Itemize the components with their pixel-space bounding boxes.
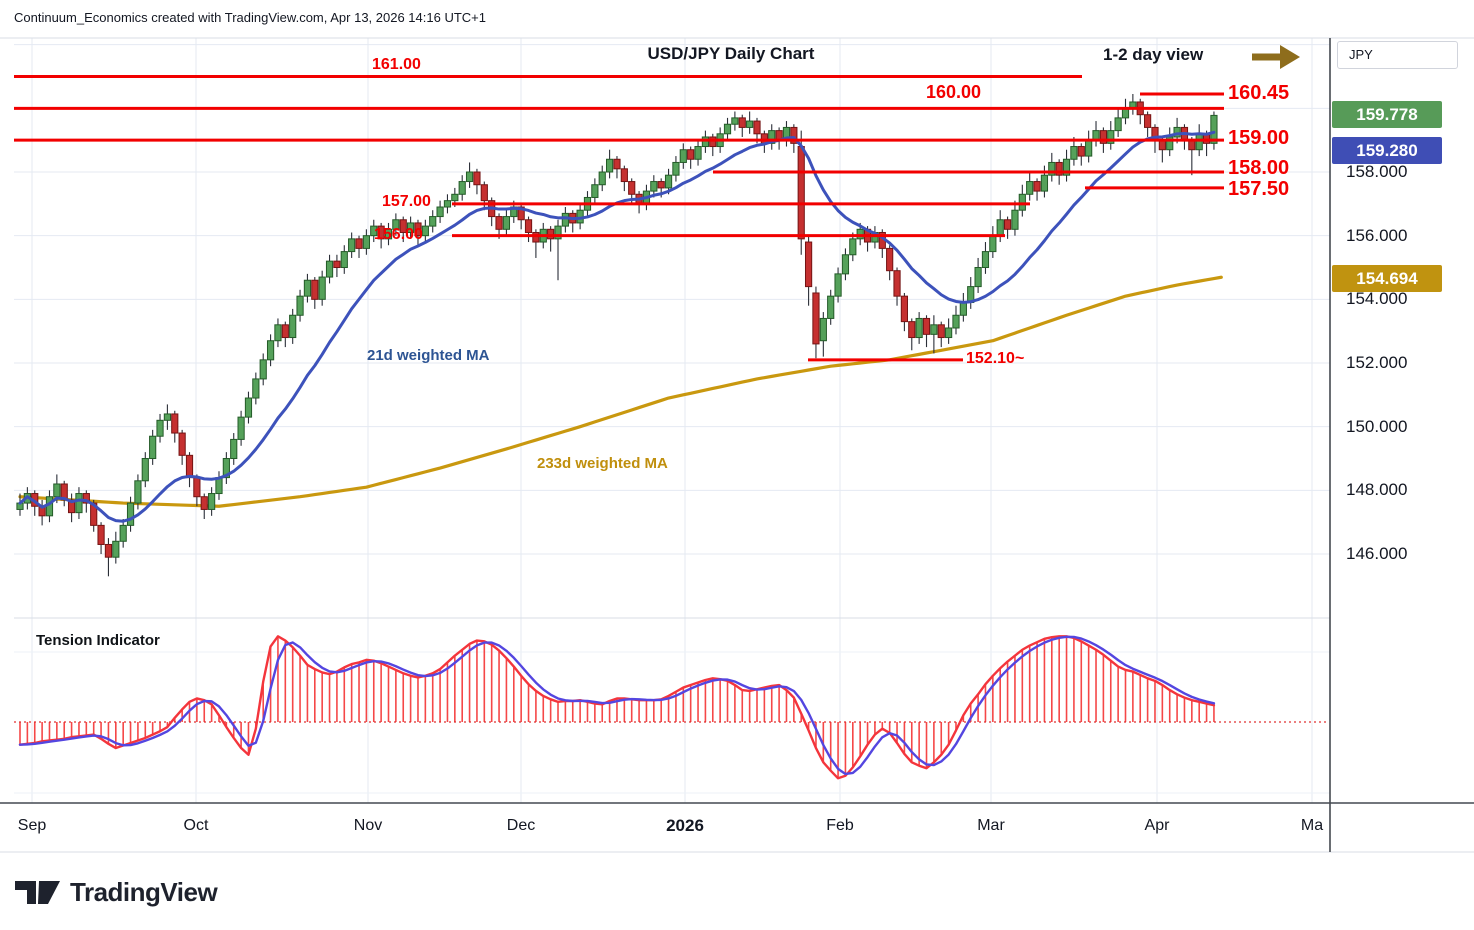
- price-tick-156: 156.000: [1346, 225, 1408, 245]
- ma21-label: 21d weighted MA: [367, 347, 490, 364]
- xaxis-label-sep: Sep: [17, 817, 47, 834]
- ma21-price-badge: 159.280: [1332, 137, 1442, 164]
- tradingview-logo-text: TradingView: [70, 876, 218, 907]
- right-arrow-icon: [1250, 42, 1302, 77]
- level-label-158: 158.00: [1228, 157, 1290, 179]
- xaxis-label-apr: Apr: [1144, 817, 1170, 834]
- level-label-159: 159.00: [1228, 127, 1290, 149]
- level-label-152-10: 152.10~: [966, 350, 1025, 367]
- xaxis-label-may: Ma: [1300, 817, 1324, 834]
- support-resistance-lines: [14, 74, 1224, 362]
- ma233-price-badge: 154.694: [1332, 265, 1442, 292]
- price-tick-158: 158.000: [1346, 162, 1408, 181]
- xaxis-label-dec: Dec: [506, 817, 536, 834]
- chart-frame: [0, 37, 1474, 853]
- price-tick-146: 146.000: [1346, 544, 1408, 564]
- level-label-160: 160.00: [926, 82, 982, 102]
- tradingview-logo[interactable]: TradingView: [15, 876, 218, 908]
- level-label-157-50: 157.50: [1228, 178, 1290, 200]
- ma233-label: 233d weighted MA: [537, 455, 668, 472]
- chart-title: USD/JPY Daily Chart: [647, 44, 815, 63]
- price-tick-150: 150.000: [1346, 416, 1408, 436]
- xaxis-label-nov: Nov: [353, 817, 383, 834]
- xaxis-label-oct: Oct: [183, 817, 209, 834]
- price-tick-154: 154.000: [1346, 289, 1408, 309]
- level-label-156: 156.00: [374, 226, 423, 243]
- tension-indicator-series: [14, 635, 1328, 780]
- price-tick-152: 152.000: [1346, 353, 1408, 372]
- view-horizon-label: 1-2 day view: [1103, 45, 1204, 64]
- candlestick-series: [16, 94, 1218, 577]
- tradingview-logo-icon: [15, 881, 60, 904]
- xaxis-label-2026: 2026: [666, 816, 704, 835]
- xaxis-label-feb: Feb: [826, 817, 854, 834]
- xaxis-label-mar: Mar: [977, 817, 1005, 834]
- tension-indicator-label: Tension Indicator: [36, 632, 160, 649]
- symbol-search-box[interactable]: JPY: [1337, 41, 1458, 69]
- level-label-157: 157.00: [382, 193, 431, 210]
- price-tick-148: 148.000: [1346, 480, 1408, 500]
- level-label-161: 161.00: [372, 56, 421, 73]
- level-label-160-45: 160.45: [1228, 82, 1290, 104]
- attribution-text: Continuum_Economics created with Trading…: [14, 10, 486, 25]
- last-price-badge: 159.778: [1332, 101, 1442, 128]
- ma233-line: [18, 275, 1223, 508]
